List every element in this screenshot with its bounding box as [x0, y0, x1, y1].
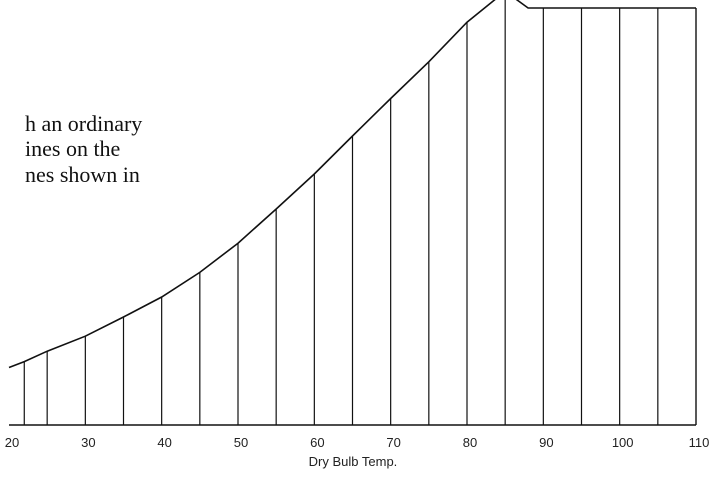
- x-axis-title: Dry Bulb Temp.: [309, 454, 398, 469]
- x-tick-label: 110: [689, 435, 710, 450]
- x-tick-label: 100: [612, 435, 634, 450]
- x-tick-label: 20: [5, 435, 19, 450]
- x-tick-label: 70: [386, 435, 400, 450]
- x-tick-label: 50: [234, 435, 248, 450]
- x-tick-label: 60: [310, 435, 324, 450]
- x-tick-label: 90: [539, 435, 553, 450]
- curve-line: [8, 0, 696, 369]
- text-fragment: h an ordinary ines on the nes shown in: [25, 0, 225, 285]
- tick-labels: 20 30 40 50 60 70 80 90 100 110: [5, 435, 710, 450]
- fragment-line-1: h an ordinary: [25, 111, 143, 136]
- x-tick-label: 30: [81, 435, 95, 450]
- x-tick-label: 80: [463, 435, 477, 450]
- fragment-line-3: nes shown in: [25, 162, 140, 187]
- x-tick-label: 40: [157, 435, 171, 450]
- grid-lines: [23, 0, 659, 425]
- fragment-line-2: ines on the: [25, 136, 121, 161]
